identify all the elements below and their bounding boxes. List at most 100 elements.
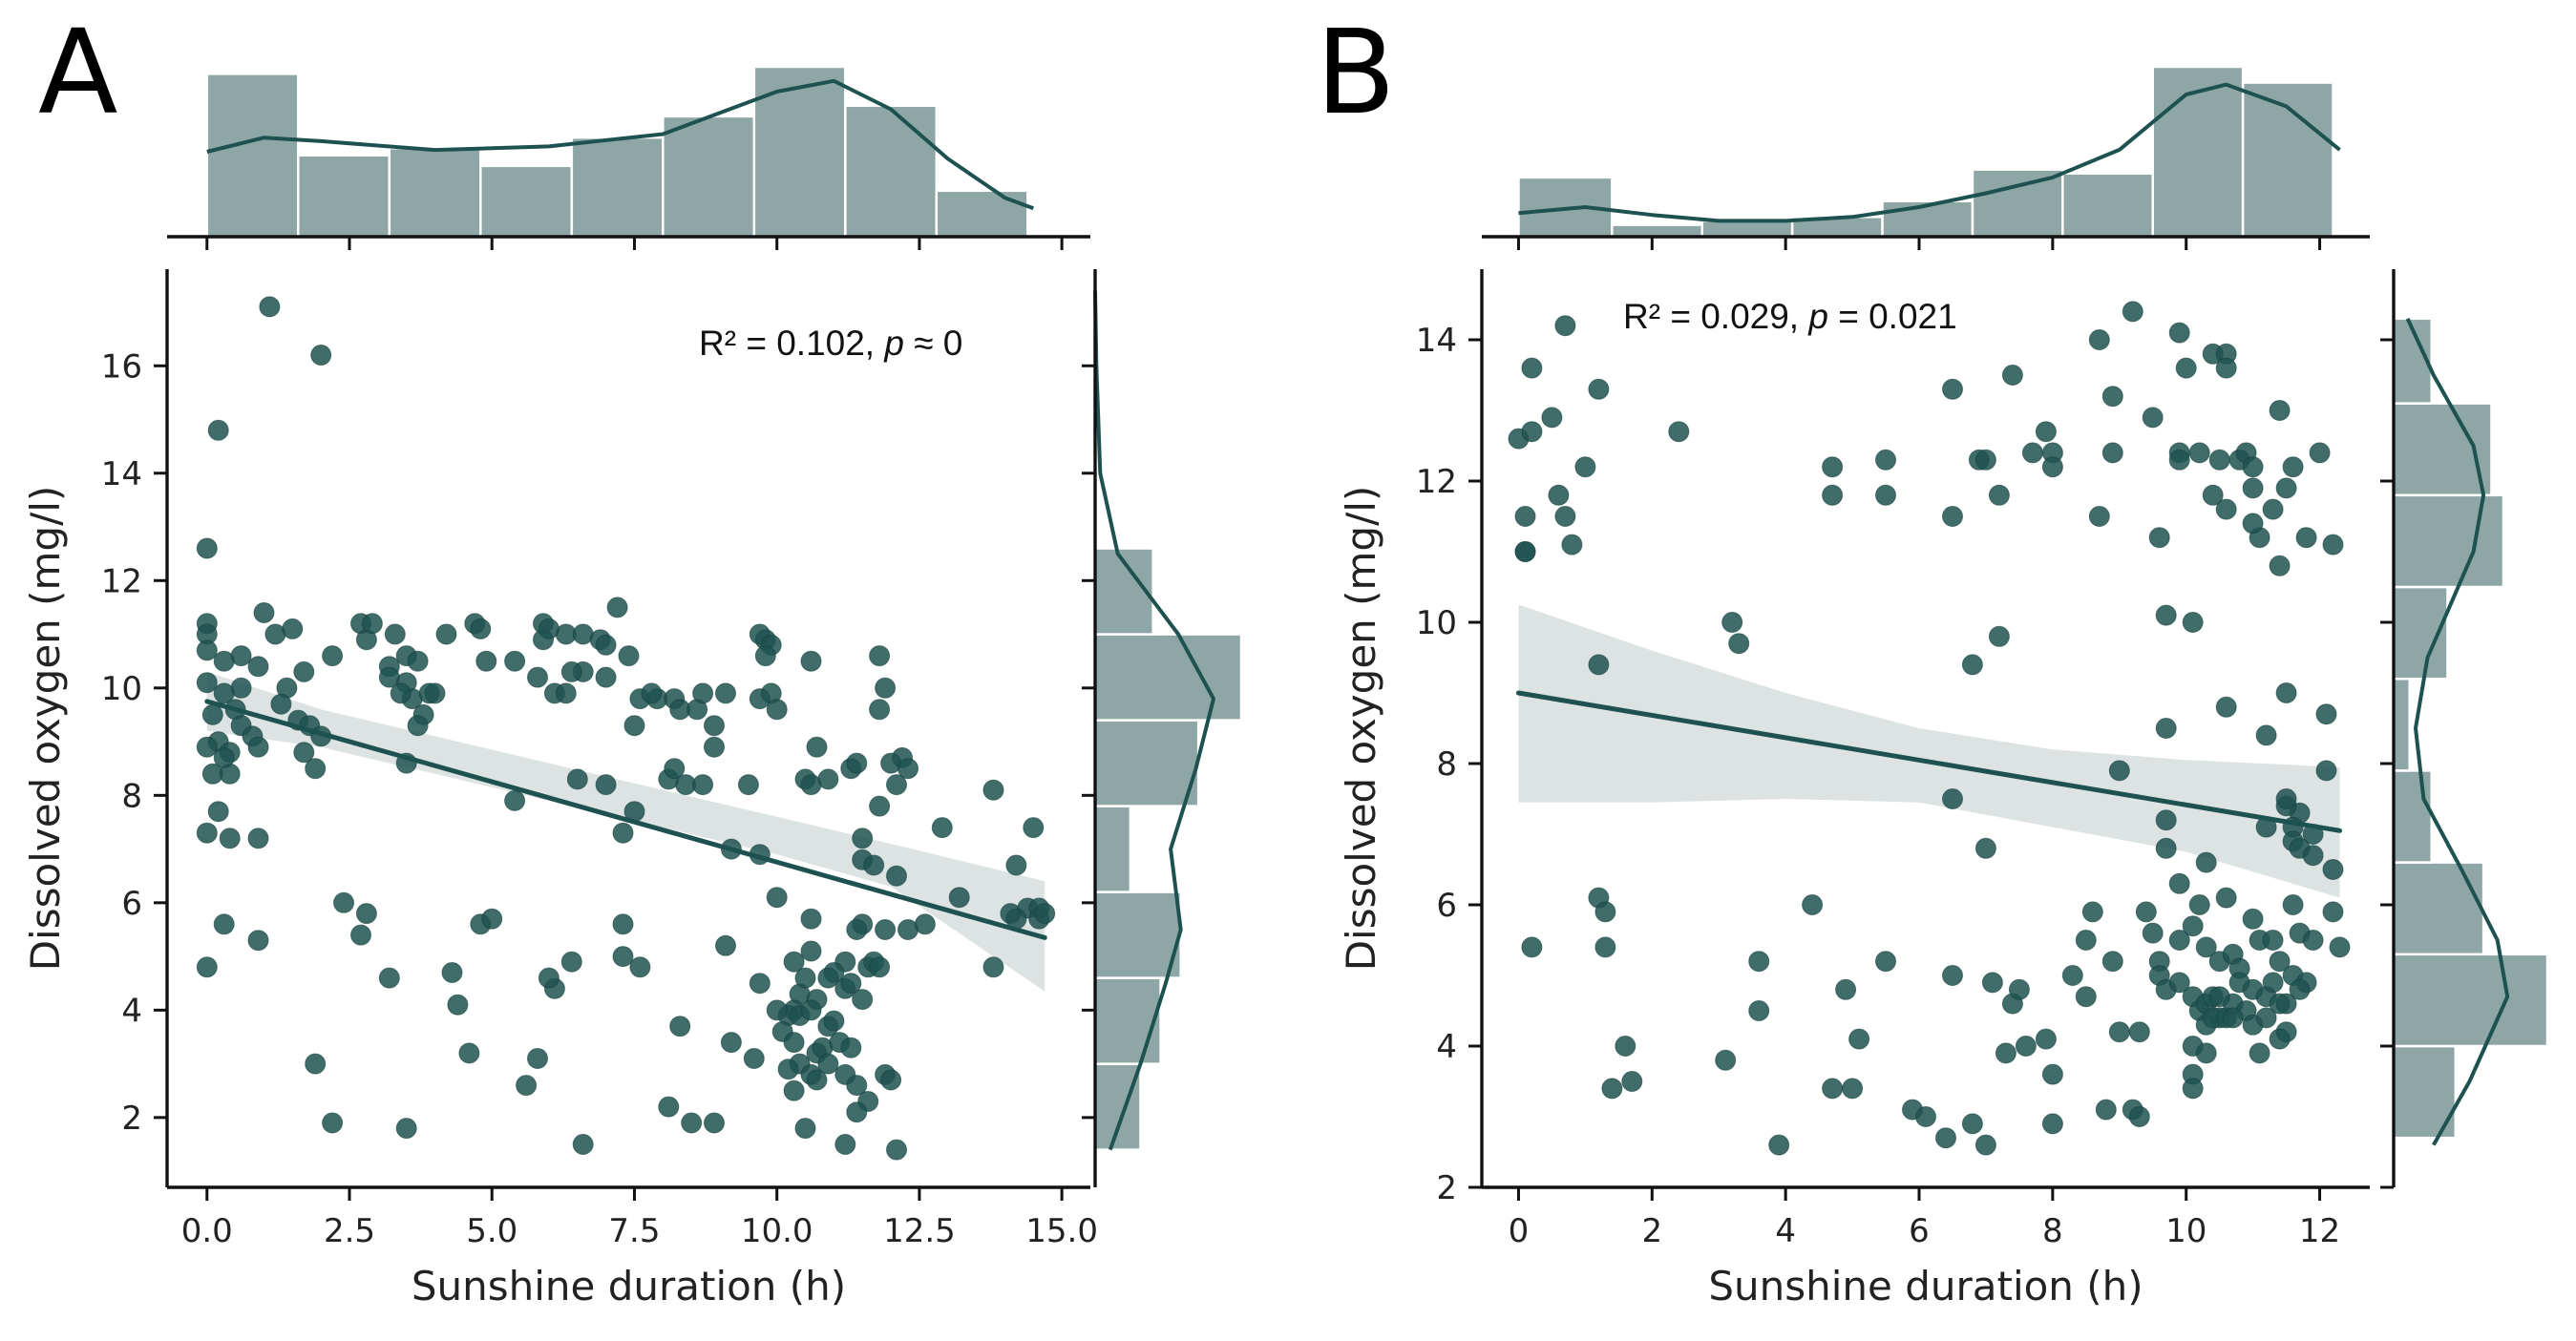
data-point: [2242, 513, 2264, 534]
data-point: [2309, 442, 2331, 464]
data-point: [2168, 930, 2190, 951]
data-point: [207, 801, 229, 823]
data-point: [470, 618, 492, 639]
data-point: [846, 752, 868, 774]
data-point: [800, 940, 822, 962]
data-point: [800, 650, 822, 672]
regression-line: [1515, 690, 2343, 833]
data-point: [1974, 837, 1996, 859]
stat-p-symbol: p: [883, 324, 904, 363]
panel-b: B 0 2 4 6 8 10 12 2 4 6 8 10 12 14 Sunshine duration (h…: [1316, 5, 2549, 1310]
data-point: [196, 736, 218, 758]
data-point: [293, 742, 315, 764]
data-point: [692, 682, 714, 704]
data-point: [2108, 1021, 2130, 1043]
data-point: [2061, 965, 2083, 986]
data-point: [2269, 951, 2291, 973]
data-point: [305, 1053, 327, 1075]
x-axis-title: Sunshine duration (h): [1708, 1263, 2143, 1310]
data-point: [806, 736, 828, 758]
data-point: [1748, 951, 1770, 973]
data-point: [1974, 1134, 1996, 1156]
data-point: [538, 618, 560, 639]
regression-line: [204, 699, 1047, 940]
data-point: [595, 666, 617, 688]
data-point: [196, 639, 218, 661]
data-point: [1802, 894, 1824, 915]
data-point: [305, 758, 327, 780]
data-point: [259, 296, 281, 318]
data-point: [595, 774, 617, 796]
data-point: [875, 919, 897, 940]
x-tick-label: 12.5: [883, 1212, 956, 1250]
data-point: [783, 951, 805, 973]
data-point: [2322, 901, 2344, 923]
histogram-bar: [662, 115, 756, 239]
y-tick-label: 14: [101, 455, 142, 493]
data-point: [1835, 978, 1857, 1000]
x-tick-label: 6: [1909, 1212, 1930, 1250]
histogram-bar: [2392, 861, 2485, 956]
data-point: [213, 682, 235, 704]
kde-curve: [1093, 290, 1215, 1151]
data-point: [1554, 506, 1576, 527]
x-tick-label: 4: [1775, 1212, 1796, 1250]
data-point: [618, 645, 640, 667]
data-point: [1942, 788, 1963, 809]
data-point: [293, 660, 315, 682]
data-point: [1988, 484, 2010, 506]
histogram-bar: [479, 164, 574, 239]
data-point: [1541, 407, 1563, 429]
histogram-bar: [2392, 769, 2433, 864]
data-point: [1588, 378, 1610, 400]
data-point: [1995, 1042, 2016, 1064]
stat-annotation: R² = 0.029, p = 0.021: [1623, 297, 1957, 336]
data-point: [1875, 951, 1896, 973]
histogram-bar: [935, 189, 1029, 239]
data-point: [2155, 837, 2177, 859]
data-point: [2302, 930, 2324, 951]
data-point: [2242, 908, 2264, 930]
data-point: [247, 656, 269, 678]
y-tick-label: 10: [101, 670, 142, 708]
histogram-bar: [1093, 891, 1182, 979]
data-point: [2275, 682, 2297, 703]
data-point: [2041, 1113, 2063, 1135]
data-point: [2195, 936, 2217, 958]
data-point: [566, 768, 588, 790]
data-point: [2088, 329, 2110, 350]
data-point: [2275, 993, 2297, 1015]
data-point: [2142, 407, 2164, 429]
data-point: [800, 908, 822, 930]
data-point: [350, 924, 371, 946]
data-point: [875, 677, 897, 699]
data-point: [2168, 449, 2190, 471]
data-point: [247, 736, 269, 758]
data-point: [1915, 1106, 1936, 1127]
data-point: [1961, 654, 1983, 676]
data-point: [384, 623, 406, 645]
histogram-bar: [388, 147, 482, 239]
data-point: [817, 967, 839, 989]
panel-a: A 0.0 2.5 5.0 7.5 10.0 12.5 15.0 2 4 6 8 10 12 14 16 Sun…: [22, 5, 1243, 1310]
y-tick-label: 10: [1416, 604, 1457, 642]
x-tick-label: 0.0: [181, 1212, 233, 1250]
top-marginal-histogram: [1482, 65, 2370, 250]
kde-curve: [1518, 82, 2341, 223]
data-point: [641, 682, 663, 704]
data-point: [2122, 301, 2143, 323]
data-point: [2269, 400, 2291, 421]
x-tick-label: 5.0: [466, 1212, 517, 1250]
data-point: [1561, 534, 1583, 555]
data-point: [2008, 978, 2030, 1000]
data-point: [2041, 456, 2063, 478]
data-point: [2168, 872, 2190, 894]
histogram-bar: [2392, 677, 2411, 772]
y-axis-title: Dissolved oxygen (mg/l): [22, 486, 69, 972]
y-tick-label: 6: [1436, 887, 1457, 925]
histogram-bar: [844, 104, 939, 239]
data-point: [1748, 1000, 1770, 1021]
data-point: [1594, 901, 1616, 923]
data-point: [897, 758, 918, 780]
data-point: [1514, 506, 1536, 527]
